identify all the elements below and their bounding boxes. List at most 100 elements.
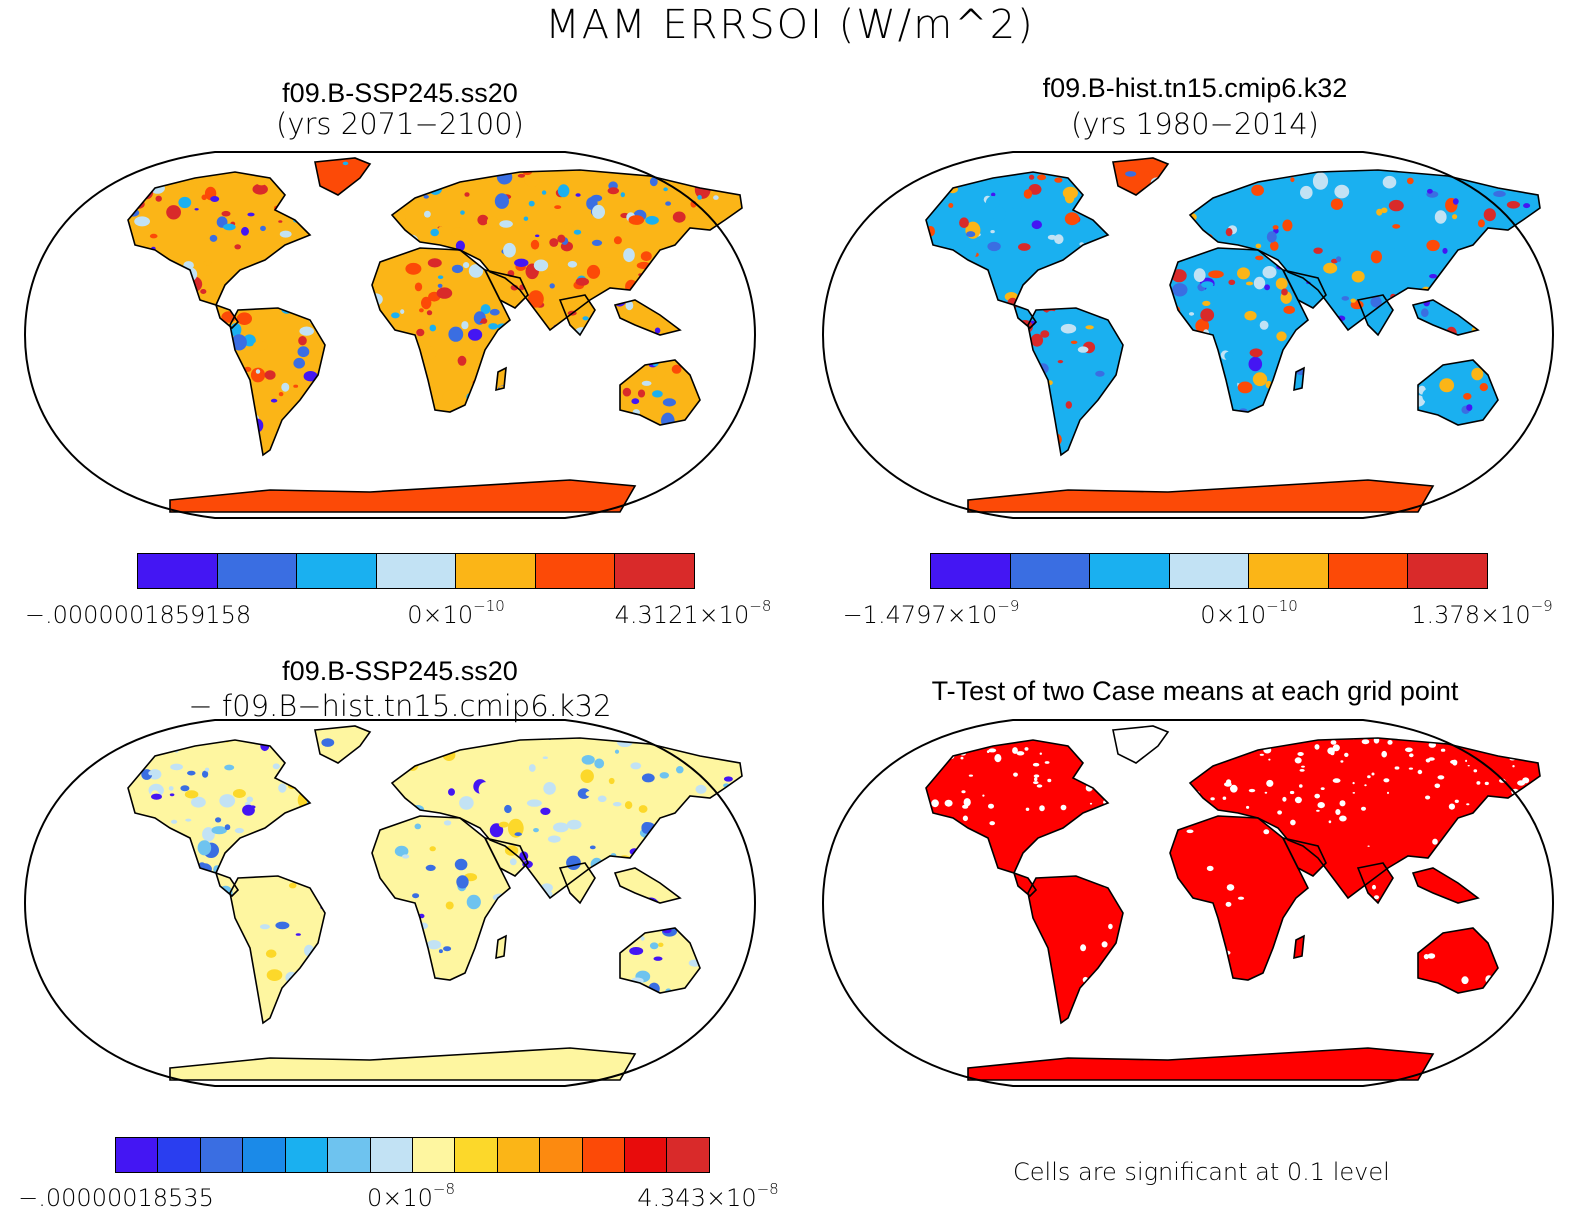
panel-title-top-left: f09.B-SSP245.ss20 [282,78,518,108]
colorbar-swatch-7 [412,1138,456,1172]
colorbar-swatch-11 [582,1138,626,1172]
panel-title-bottom-left: f09.B-SSP245.ss20 [282,656,518,686]
coastline-australia [619,359,701,426]
map-border [821,719,1555,1087]
colorbar-min-label-top-right: −1.4797×10−9 [842,597,1020,629]
colorbar-top-left [137,553,695,589]
coastline-arabia [483,836,529,877]
land-africa [372,248,510,412]
colorbar-swatch-10 [540,1138,583,1172]
colorbar-swatch-13 [667,1138,709,1172]
land-arabia [485,270,528,308]
colorbar-swatch-6 [370,1138,413,1172]
colorbar-swatch-6 [615,554,695,588]
colorbar-swatch-4 [1249,554,1329,588]
colorbar-swatch-8 [455,1138,498,1172]
map-border [821,151,1555,519]
coastline-arabia [483,268,529,309]
coastline-india [1356,862,1394,905]
coastline-greenland [1112,157,1170,196]
land-north-america [128,740,310,873]
coastline-south-america [229,875,326,1025]
colorbar-top-right [930,553,1488,589]
coastline-north-america [127,171,312,306]
significance-footnote: Cells are significant at 0.1 level [1013,1158,1390,1186]
coastline-south-america [1027,307,1124,457]
land-india [560,863,595,903]
coastline-eurasia [1188,737,1541,900]
land-south-america [1028,876,1123,1023]
coastline-india [558,294,596,337]
colorbar-swatch-2 [297,554,377,588]
colorbar-swatch-5 [328,1138,371,1172]
coastline-arabia [1281,836,1327,877]
colorbar-swatch-3 [1169,554,1250,588]
coastline-india [558,862,596,905]
coastline-se-asia [613,299,682,336]
colorbar-swatch-3 [243,1138,286,1172]
coastline-india [1356,294,1394,337]
colorbar-swatch-0 [931,554,1011,588]
coastline-antarctica [169,479,637,513]
coastline-north-america [127,739,312,874]
panel-subtitle-top-left: (yrs 2071−2100) [276,107,524,141]
coastline-greenland [314,725,372,764]
land-north-america [926,740,1108,873]
land-india [560,295,595,335]
coastline-se-asia [1411,867,1480,904]
land-antarctica [968,1048,1433,1080]
figure-title: MAM ERRSOI (W/m^2) [545,2,1035,48]
coastline-eurasia [1188,169,1541,332]
coastline-greenland [1112,725,1170,764]
colorbar-bottom-left [115,1137,710,1173]
land-se-asia [1413,868,1478,903]
colorbar-swatch-1 [217,554,298,588]
panel-subtitle-bottom-left: − f09.B−hist.tn15.cmip6.k32 [188,689,612,723]
coastline-north-america [925,739,1110,874]
coastline-central-america [1012,871,1038,898]
coastline-south-america [1027,875,1124,1025]
land-greenland [315,726,370,763]
colorbar-mid-label-top-right: 0×10−10 [1200,597,1298,629]
coastline-antarctica [169,1047,637,1081]
coastline-madagascar [1293,366,1305,392]
map-panel-bottom-right [821,719,1555,1087]
coastline-australia [1417,927,1499,994]
panel-title-top-right: f09.B-hist.tn15.cmip6.k32 [1042,73,1348,103]
coastline-antarctica [967,479,1435,513]
colorbar-swatch-5 [535,554,616,588]
colorbar-swatch-5 [1328,554,1409,588]
coastline-australia [1417,359,1499,426]
land-australia [1418,928,1498,993]
colorbar-swatch-2 [1090,554,1170,588]
land-antarctica [968,480,1433,512]
land-se-asia [1413,300,1478,335]
panel-subtitle-top-right: (yrs 1980−2014) [1071,107,1319,141]
colorbar-swatch-1 [1010,554,1091,588]
coastline-australia [619,927,701,994]
land-north-america [926,172,1108,305]
coastline-se-asia [1411,299,1480,336]
land-india [1358,863,1393,903]
colorbar-swatch-6 [1408,554,1488,588]
land-greenland [1113,158,1168,195]
colorbar-swatch-2 [200,1138,244,1172]
coastline-central-america [1012,303,1038,330]
land-se-asia [615,868,680,903]
colorbar-max-label-top-left: 4.3121×10−8 [614,597,772,629]
land-india [1358,295,1393,335]
colorbar-swatch-0 [116,1138,159,1172]
colorbar-mid-label-bottom-left: 0×10−8 [366,1180,456,1212]
map-panel-top-right [821,151,1555,519]
colorbar-min-label-bottom-left: −.00000018535 [18,1184,214,1212]
land-arabia [1283,838,1326,876]
land-antarctica [170,1048,635,1080]
coastline-antarctica [967,1047,1435,1081]
coastline-eurasia [390,737,743,900]
colorbar-max-label-bottom-left: 4.343×10−8 [637,1180,779,1212]
coastline-madagascar [1293,934,1305,960]
coastline-arabia [1281,268,1327,309]
coastline-greenland [314,157,372,196]
coastline-eurasia [390,169,743,332]
colorbar-mid-label-top-left: 0×10−10 [407,597,505,629]
